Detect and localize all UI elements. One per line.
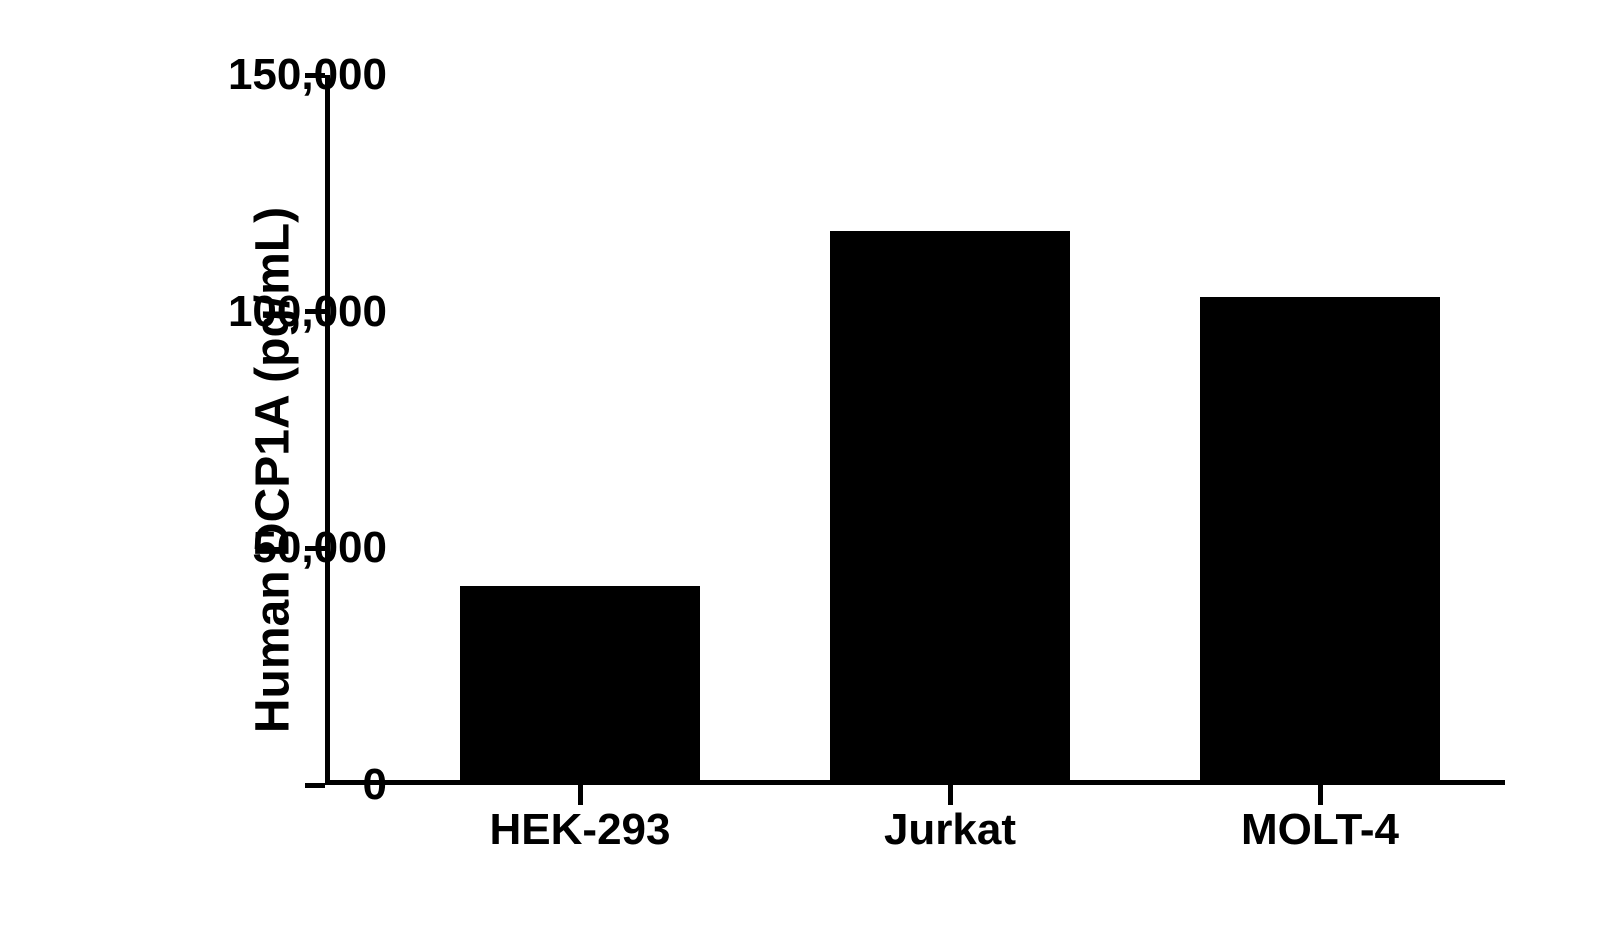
bar — [1200, 297, 1440, 780]
y-tick-label: 150,000 — [228, 50, 387, 100]
y-tick — [305, 783, 325, 788]
x-axis-line — [325, 780, 1505, 785]
x-tick-label: HEK-293 — [490, 805, 671, 855]
plot-area — [325, 75, 1505, 785]
x-tick-label: MOLT-4 — [1241, 805, 1399, 855]
x-tick — [1318, 785, 1323, 805]
x-tick-label: Jurkat — [884, 805, 1016, 855]
y-tick-label: 100,000 — [228, 287, 387, 337]
y-tick-label: 50,000 — [252, 523, 387, 573]
bar — [460, 586, 700, 780]
y-tick-label: 0 — [363, 760, 387, 810]
y-axis-label: Human DCP1A (pg/mL) — [246, 206, 301, 732]
x-tick — [948, 785, 953, 805]
bar-chart: Human DCP1A (pg/mL) 0 50,000 100,000 150,00… — [0, 0, 1597, 939]
y-axis-line — [325, 75, 330, 785]
x-tick — [578, 785, 583, 805]
bar — [830, 231, 1070, 780]
